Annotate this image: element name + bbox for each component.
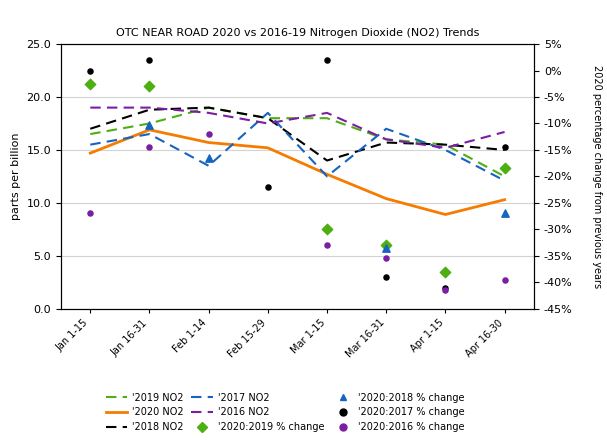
- Point: [500, 165, 509, 172]
- Point: [441, 287, 450, 294]
- Point: [381, 244, 391, 251]
- Y-axis label: 2020 percentage change from previous years: 2020 percentage change from previous yea…: [592, 65, 602, 288]
- Point: [322, 242, 332, 249]
- Point: [500, 144, 509, 151]
- Title: OTC NEAR ROAD 2020 vs 2016-19 Nitrogen Dioxide (NO2) Trends: OTC NEAR ROAD 2020 vs 2016-19 Nitrogen D…: [116, 28, 479, 38]
- Point: [263, 183, 273, 191]
- Point: [204, 131, 214, 138]
- Point: [441, 268, 450, 275]
- Point: [144, 83, 154, 90]
- Y-axis label: parts per billion: parts per billion: [11, 133, 21, 220]
- Point: [322, 56, 332, 64]
- Point: [144, 56, 154, 64]
- Legend: '2019 NO2, '2020 NO2, '2018 NO2, '2017 NO2, '2016 NO2, '2020:2019 % change, '202: '2019 NO2, '2020 NO2, '2018 NO2, '2017 N…: [102, 389, 469, 436]
- Point: [86, 81, 95, 88]
- Point: [500, 210, 509, 217]
- Point: [144, 121, 154, 128]
- Point: [500, 276, 509, 283]
- Point: [204, 154, 214, 161]
- Point: [322, 226, 332, 233]
- Point: [144, 144, 154, 151]
- Point: [381, 242, 391, 249]
- Point: [441, 284, 450, 291]
- Point: [86, 210, 95, 217]
- Point: [381, 255, 391, 262]
- Point: [381, 273, 391, 280]
- Point: [86, 67, 95, 74]
